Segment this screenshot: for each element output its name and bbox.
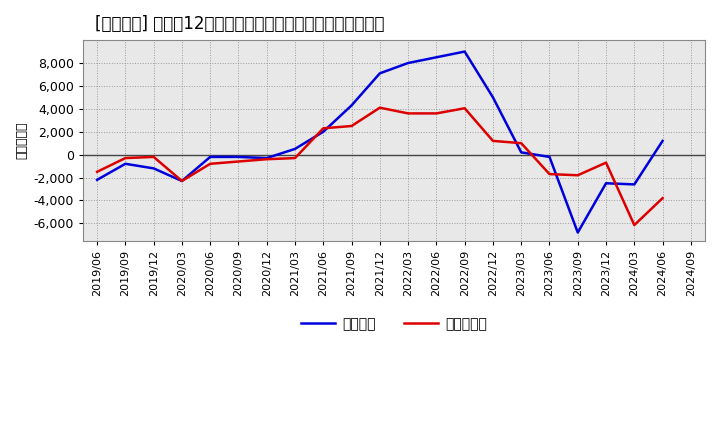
当期級利益 bbox=[178, 178, 186, 183]
当期級利益 bbox=[347, 123, 356, 128]
経常利益 bbox=[658, 138, 667, 143]
当期級利益 bbox=[432, 111, 441, 116]
経常利益 bbox=[291, 146, 300, 151]
経常利益 bbox=[93, 177, 102, 183]
Legend: 経常利益, 当期級利益: 経常利益, 当期級利益 bbox=[295, 312, 492, 337]
当期級利益 bbox=[545, 172, 554, 177]
経常利益 bbox=[178, 178, 186, 183]
経常利益 bbox=[460, 49, 469, 54]
経常利益 bbox=[545, 154, 554, 160]
当期級利益 bbox=[630, 223, 639, 228]
経常利益 bbox=[376, 71, 384, 76]
当期級利益 bbox=[262, 157, 271, 162]
当期級利益 bbox=[573, 172, 582, 178]
当期級利益 bbox=[234, 159, 243, 164]
当期級利益 bbox=[149, 154, 158, 160]
当期級利益 bbox=[489, 138, 498, 143]
当期級利益 bbox=[460, 106, 469, 111]
当期級利益 bbox=[291, 155, 300, 161]
Y-axis label: （百万円）: （百万円） bbox=[15, 121, 28, 159]
経常利益 bbox=[404, 60, 413, 66]
当期級利益 bbox=[376, 105, 384, 110]
経常利益 bbox=[319, 129, 328, 134]
当期級利益 bbox=[93, 169, 102, 174]
経常利益 bbox=[517, 150, 526, 155]
当期級利益 bbox=[404, 111, 413, 116]
Line: 当期級利益: 当期級利益 bbox=[97, 108, 662, 225]
経常利益 bbox=[432, 55, 441, 60]
Line: 経常利益: 経常利益 bbox=[97, 51, 662, 232]
経常利益 bbox=[489, 95, 498, 100]
経常利益 bbox=[262, 155, 271, 161]
当期級利益 bbox=[658, 195, 667, 201]
当期級利益 bbox=[319, 126, 328, 131]
経常利益 bbox=[573, 230, 582, 235]
当期級利益 bbox=[517, 140, 526, 146]
当期級利益 bbox=[602, 160, 611, 165]
経常利益 bbox=[234, 154, 243, 160]
当期級利益 bbox=[121, 155, 130, 161]
経常利益 bbox=[630, 182, 639, 187]
経常利益 bbox=[206, 154, 215, 160]
経常利益 bbox=[149, 166, 158, 171]
経常利益 bbox=[347, 103, 356, 108]
当期級利益 bbox=[206, 161, 215, 166]
Text: [５４５１] 利益の12か月移動合計の対前年同期増減額の推移: [５４５１] 利益の12か月移動合計の対前年同期増減額の推移 bbox=[95, 15, 385, 33]
経常利益 bbox=[121, 161, 130, 166]
経常利益 bbox=[602, 181, 611, 186]
